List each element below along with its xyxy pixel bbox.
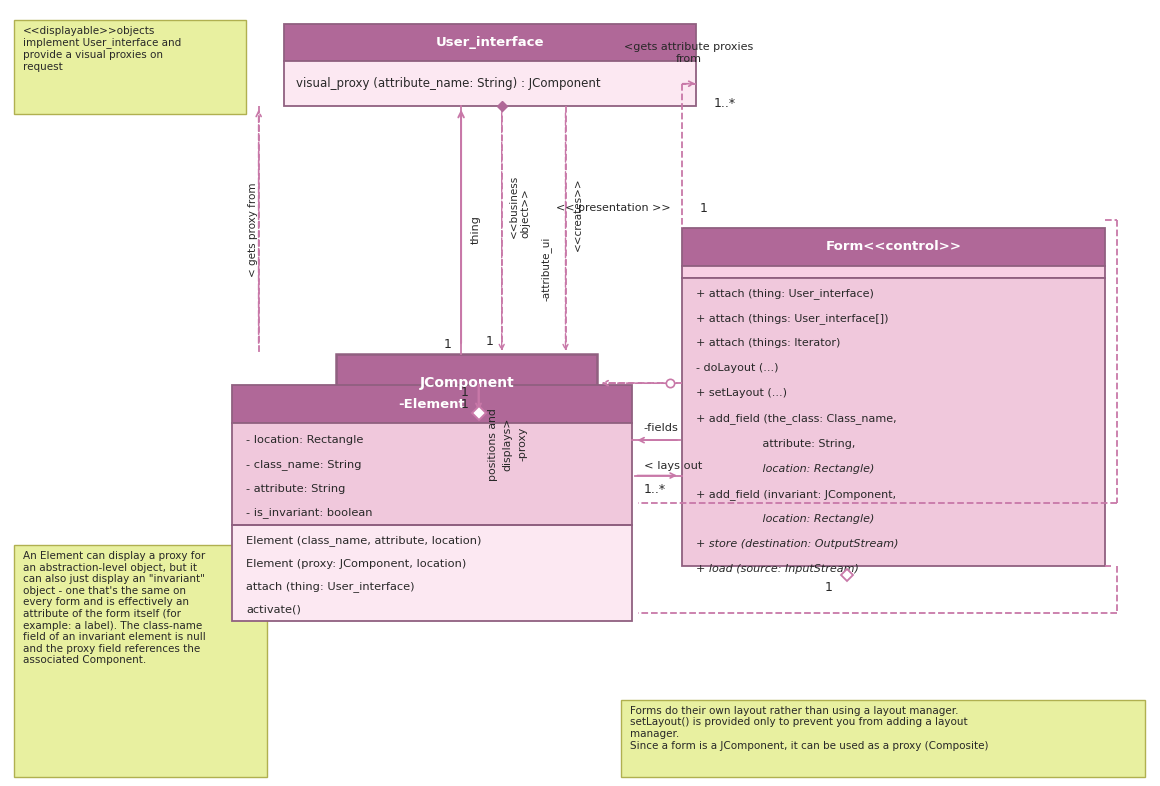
Text: - is_invariant: boolean: - is_invariant: boolean: [246, 508, 372, 518]
FancyBboxPatch shape: [284, 61, 696, 106]
Text: Forms do their own layout rather than using a layout manager.
setLayout() is pro: Forms do their own layout rather than us…: [630, 706, 988, 751]
Text: - attribute: String: - attribute: String: [246, 483, 346, 494]
Text: attach (thing: User_interface): attach (thing: User_interface): [246, 581, 414, 592]
FancyBboxPatch shape: [336, 354, 597, 413]
Text: An Element can display a proxy for
an abstraction-level object, but it
can also : An Element can display a proxy for an ab…: [23, 551, 206, 666]
Text: 1: 1: [699, 202, 708, 215]
FancyBboxPatch shape: [682, 228, 1105, 266]
Text: + attach (thing: User_interface): + attach (thing: User_interface): [696, 288, 873, 299]
Text: activate(): activate(): [246, 604, 300, 615]
FancyBboxPatch shape: [682, 278, 1105, 566]
Text: 1..*: 1..*: [644, 483, 666, 496]
Text: < lays out: < lays out: [644, 461, 702, 471]
Text: attribute: String,: attribute: String,: [696, 439, 855, 449]
Text: visual_proxy (attribute_name: String) : JComponent: visual_proxy (attribute_name: String) : …: [296, 77, 601, 90]
Text: 1: 1: [461, 387, 469, 399]
FancyBboxPatch shape: [284, 24, 696, 61]
FancyBboxPatch shape: [232, 385, 632, 423]
Text: -proxy: -proxy: [519, 427, 528, 461]
FancyBboxPatch shape: [14, 545, 267, 777]
Text: Element (proxy: JComponent, location): Element (proxy: JComponent, location): [246, 559, 466, 569]
Text: < gets proxy from: < gets proxy from: [248, 182, 258, 277]
FancyBboxPatch shape: [232, 423, 632, 525]
Text: + add_field (invariant: JComponent,: + add_field (invariant: JComponent,: [696, 489, 897, 500]
Text: + store (destination: OutputStream): + store (destination: OutputStream): [696, 539, 899, 549]
Text: -Element: -Element: [399, 398, 465, 410]
Text: 1: 1: [485, 336, 493, 348]
Text: - location: Rectangle: - location: Rectangle: [246, 435, 363, 445]
Text: + attach (things: Iterator): + attach (things: Iterator): [696, 338, 840, 348]
FancyBboxPatch shape: [232, 525, 632, 621]
Text: positions and: positions and: [487, 408, 498, 480]
Text: - doLayout (...): - doLayout (...): [696, 363, 778, 373]
Text: JComponent: JComponent: [420, 376, 514, 390]
Text: 1: 1: [443, 338, 451, 351]
Text: + attach (things: User_interface[]): + attach (things: User_interface[]): [696, 313, 889, 324]
Text: thing: thing: [471, 215, 480, 244]
Text: Element (class_name, attribute, location): Element (class_name, attribute, location…: [246, 535, 481, 546]
FancyBboxPatch shape: [682, 266, 1105, 278]
FancyBboxPatch shape: [14, 20, 246, 114]
Text: <gets attribute proxies
from: <gets attribute proxies from: [624, 42, 754, 64]
Text: location: Rectangle): location: Rectangle): [696, 514, 875, 524]
Text: 1..*: 1..*: [713, 97, 735, 110]
Text: + setLayout (...): + setLayout (...): [696, 388, 786, 399]
Text: -fields: -fields: [644, 423, 679, 432]
Text: Form<<control>>: Form<<control>>: [826, 241, 962, 253]
Text: 1: 1: [461, 399, 469, 411]
Text: + add_field (the_class: Class_name,: + add_field (the_class: Class_name,: [696, 413, 897, 424]
Text: displays>: displays>: [503, 417, 513, 471]
Text: -attribute_ui: -attribute_ui: [541, 237, 551, 301]
Text: << presentation >>: << presentation >>: [556, 204, 670, 213]
Text: location: Rectangle): location: Rectangle): [696, 464, 875, 474]
Text: 1: 1: [824, 582, 832, 594]
Text: User_interface: User_interface: [436, 36, 544, 49]
Text: - class_name: String: - class_name: String: [246, 459, 362, 470]
Text: + load (source: InputStream): + load (source: InputStream): [696, 564, 858, 575]
Text: <<creates>>: <<creates>>: [573, 178, 582, 251]
Text: <<business
object>>: <<business object>>: [508, 174, 530, 238]
Text: <<displayable>>objects
implement User_interface and
provide a visual proxies on
: <<displayable>>objects implement User_in…: [23, 26, 181, 72]
FancyBboxPatch shape: [621, 700, 1145, 777]
